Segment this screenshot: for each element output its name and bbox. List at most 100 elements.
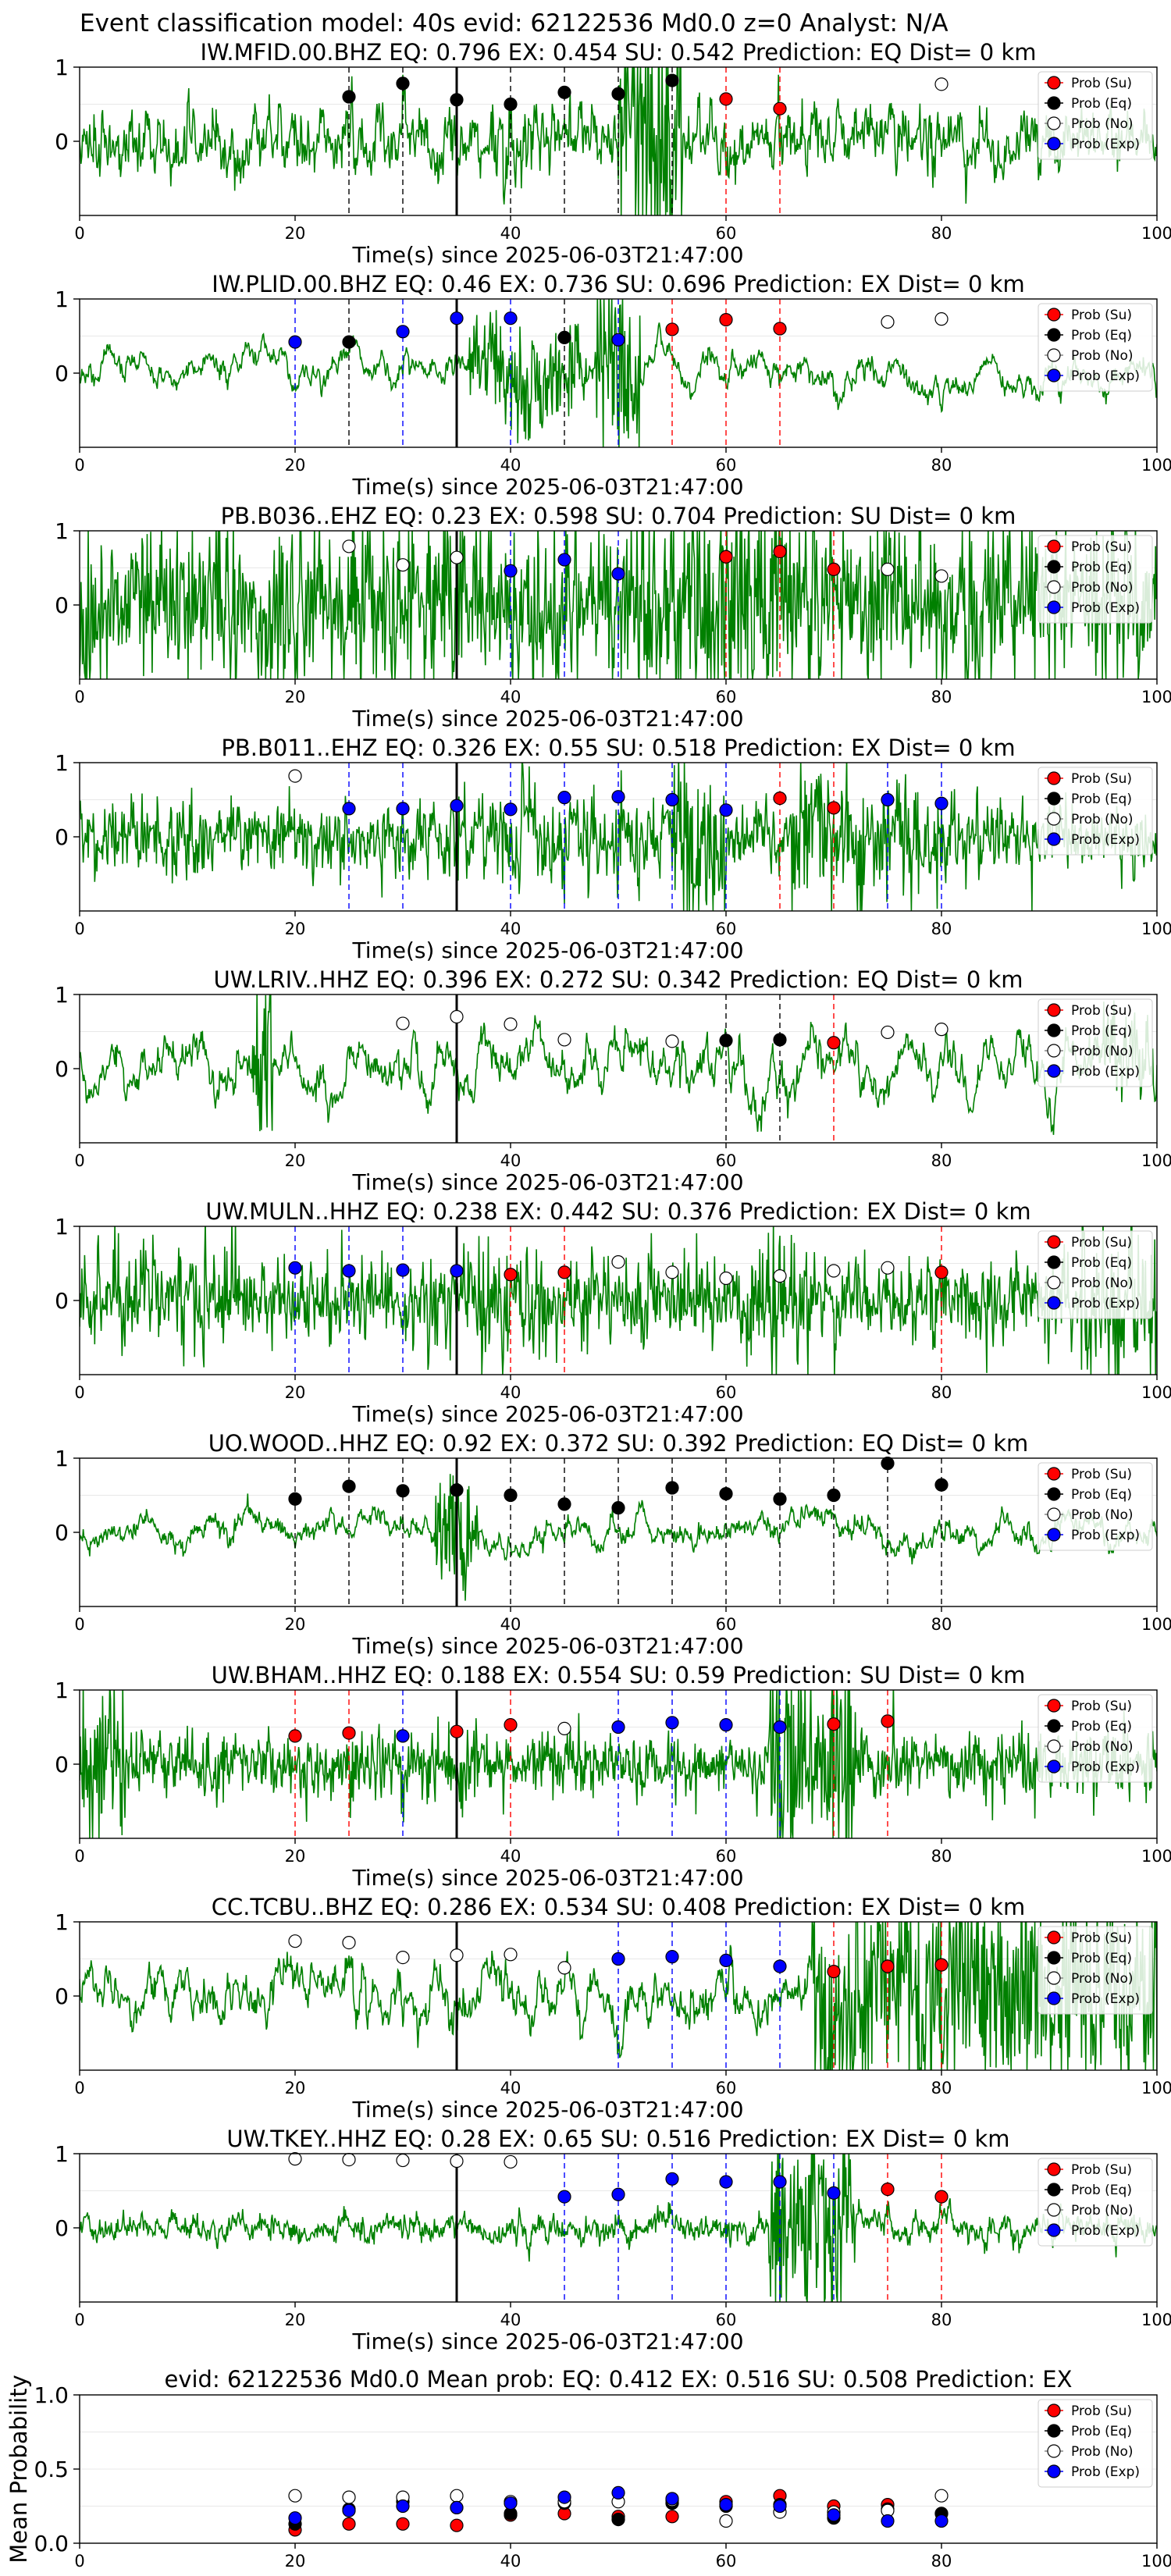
legend-label: Prob (Exp) <box>1071 1296 1140 1311</box>
waveform-trace <box>80 1474 1157 1601</box>
legend-box <box>1038 1694 1153 1783</box>
prob-marker-eq <box>504 97 518 112</box>
prob-marker-eq <box>396 1484 410 1498</box>
legend-label: Prob (Su) <box>1071 1699 1132 1714</box>
mean-marker-su <box>396 2517 410 2531</box>
prob-marker-exp <box>881 792 895 807</box>
prob-marker-exp <box>288 1261 302 1275</box>
legend-label: Prob (No) <box>1071 2203 1134 2218</box>
prob-marker-no <box>719 1271 733 1286</box>
legend-box <box>1038 303 1153 392</box>
y-tick-label: 0 <box>55 592 69 618</box>
x-tick-label: 100 <box>1141 688 1171 706</box>
prob-marker-no <box>288 769 302 783</box>
legend-label: Prob (Eq) <box>1071 1719 1132 1735</box>
legend-box <box>1038 1926 1153 2015</box>
y-axis-label: Mean Probability <box>5 2375 32 2564</box>
prob-marker-exp <box>557 553 571 567</box>
prob-marker-su <box>827 1717 841 1731</box>
prob-marker-no <box>396 558 410 572</box>
x-tick-label: 0 <box>74 1383 84 1402</box>
prob-marker-exp <box>934 796 949 810</box>
panels: IW.MFID.00.BHZ EQ: 0.796 EX: 0.454 SU: 0… <box>5 39 1171 2571</box>
prob-marker-exp <box>342 802 356 816</box>
mean-marker-no <box>719 2514 733 2528</box>
y-tick-label: 1 <box>55 55 69 80</box>
prob-marker-eq <box>773 1492 787 1506</box>
x-tick-label: 80 <box>931 920 952 938</box>
legend-marker-su <box>1047 1467 1061 1481</box>
legend-marker-eq <box>1047 2424 1061 2438</box>
x-tick-label: 80 <box>931 688 952 706</box>
legend-label: Prob (Exp) <box>1071 368 1140 384</box>
panel-title: PB.B036..EHZ EQ: 0.23 EX: 0.598 SU: 0.70… <box>221 503 1016 529</box>
waveform-trace <box>80 763 1157 911</box>
legend-box <box>1038 2399 1153 2488</box>
legend-marker-eq <box>1047 1023 1061 1037</box>
legend-label: Prob (Exp) <box>1071 2223 1140 2239</box>
legend-label: Prob (Eq) <box>1071 792 1132 807</box>
prob-marker-no <box>773 1269 787 1283</box>
prob-marker-exp <box>611 1720 625 1735</box>
x-tick-label: 80 <box>931 1615 952 1634</box>
waveform-trace <box>80 2154 1157 2302</box>
panel-UW.BHAM..HHZ: UW.BHAM..HHZ EQ: 0.188 EX: 0.554 SU: 0.5… <box>55 1662 1171 1891</box>
y-tick-label: 1 <box>55 1214 69 1240</box>
mean-marker-no <box>934 2489 949 2503</box>
y-tick-label: 1 <box>55 1446 69 1471</box>
x-tick-label: 20 <box>285 224 306 243</box>
panel-IW.MFID.00.BHZ: IW.MFID.00.BHZ EQ: 0.796 EX: 0.454 SU: 0… <box>55 39 1171 268</box>
prob-marker-no <box>450 2154 464 2169</box>
prob-marker-exp <box>719 1953 733 1967</box>
x-tick-label: 100 <box>1141 456 1171 475</box>
prob-marker-su <box>504 1718 518 1732</box>
x-tick-label: 20 <box>285 1615 306 1634</box>
mean-marker-no <box>450 2489 464 2503</box>
x-tick-label: 100 <box>1141 920 1171 938</box>
prob-marker-no <box>396 1016 410 1030</box>
x-axis-label: Time(s) since 2025-06-03T21:47:00 <box>351 242 743 268</box>
prob-marker-exp <box>342 1264 356 1278</box>
legend-marker-exp <box>1047 1759 1061 1774</box>
legend-box <box>1038 1462 1153 1551</box>
x-axis-label: Time(s) since 2025-06-03T21:47:00 <box>351 2097 743 2122</box>
y-tick-label: 1 <box>55 2141 69 2167</box>
x-tick-label: 80 <box>931 1383 952 1402</box>
panel-UO.WOOD..HHZ: UO.WOOD..HHZ EQ: 0.92 EX: 0.372 SU: 0.39… <box>55 1430 1171 1659</box>
x-tick-label: 60 <box>716 1151 737 1170</box>
panel-title: UW.LRIV..HHZ EQ: 0.396 EX: 0.272 SU: 0.3… <box>213 966 1023 993</box>
prob-marker-no <box>450 1009 464 1024</box>
x-tick-label: 60 <box>716 1383 737 1402</box>
panel-CC.TCBU..BHZ: CC.TCBU..BHZ EQ: 0.286 EX: 0.534 SU: 0.4… <box>55 1894 1171 2122</box>
x-tick-label: 100 <box>1141 224 1171 243</box>
legend-box <box>1038 998 1153 1087</box>
prob-marker-eq <box>881 1457 895 1471</box>
x-tick-label: 100 <box>1141 2311 1171 2329</box>
legend-marker-exp <box>1047 1991 1061 2005</box>
mean-marker-exp <box>611 2485 625 2500</box>
legend-label: Prob (Exp) <box>1071 2464 1140 2480</box>
y-tick-label: 0.0 <box>34 2531 69 2556</box>
legend-label: Prob (No) <box>1071 1044 1134 1059</box>
prob-marker-eq <box>773 1033 787 1047</box>
prob-marker-no <box>665 1034 679 1048</box>
prob-marker-exp <box>450 1264 464 1278</box>
legend-marker-no <box>1047 116 1061 130</box>
legend-label: Prob (Eq) <box>1071 96 1132 112</box>
panel-UW.TKEY..HHZ: UW.TKEY..HHZ EQ: 0.28 EX: 0.65 SU: 0.516… <box>55 2126 1171 2354</box>
x-tick-label: 60 <box>716 1847 737 1866</box>
x-axis-label: Time(s) since 2025-06-03T21:47:00 <box>351 1169 743 1195</box>
prob-marker-su <box>450 1724 464 1738</box>
prob-marker-exp <box>396 1729 410 1743</box>
prob-marker-no <box>288 1934 302 1948</box>
legend-label: Prob (No) <box>1071 1276 1134 1291</box>
mean-marker-exp <box>396 2499 410 2514</box>
prob-marker-exp <box>396 1263 410 1277</box>
legend-marker-exp <box>1047 137 1061 151</box>
legend-marker-exp <box>1047 1528 1061 1542</box>
prob-marker-su <box>881 1714 895 1728</box>
prob-marker-exp <box>450 311 464 326</box>
prob-marker-no <box>450 1948 464 1962</box>
prob-marker-su <box>504 1268 518 1282</box>
y-tick-label: 1 <box>55 982 69 1008</box>
